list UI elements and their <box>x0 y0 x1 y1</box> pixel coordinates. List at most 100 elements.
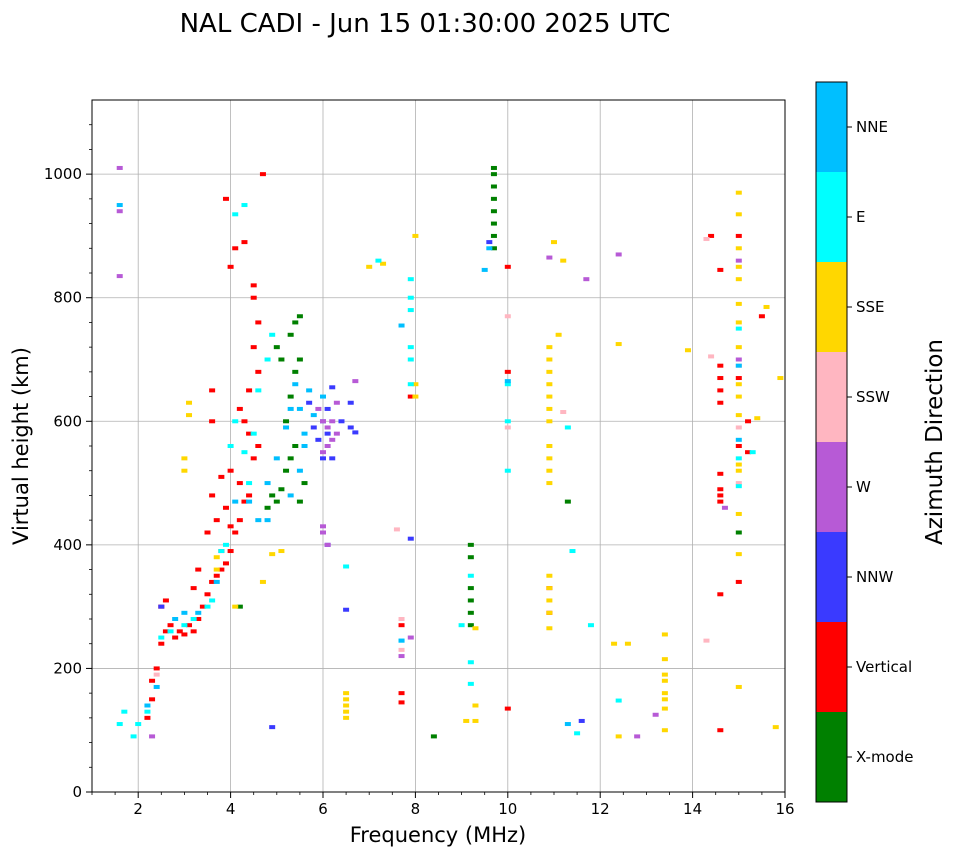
echo-point-sse <box>269 552 276 557</box>
echo-point-w <box>615 252 622 257</box>
echo-point-sse <box>735 511 742 516</box>
echo-point-sse <box>735 190 742 195</box>
echo-point-vertical <box>181 632 188 637</box>
echo-point-sse <box>777 376 784 381</box>
echo-point-sse <box>278 549 285 554</box>
echo-point-x-mode <box>287 394 294 399</box>
echo-point-ssw <box>398 647 405 652</box>
echo-point-e <box>735 456 742 461</box>
echo-point-w <box>398 654 405 659</box>
y-ticks: 0 200 400 600 800 1000 <box>44 124 92 801</box>
colorbar-segment-nne <box>816 82 847 172</box>
echo-point-vertical <box>222 561 229 566</box>
echo-point-nnw <box>338 419 345 424</box>
y-tick-label: 800 <box>53 289 82 307</box>
echo-point-vertical <box>227 524 234 529</box>
echo-point-e <box>158 635 165 640</box>
x-tick-label: 6 <box>318 800 328 818</box>
echo-point-nnw <box>320 456 326 461</box>
echo-point-sse <box>181 468 188 473</box>
echo-point-x-mode <box>292 320 299 325</box>
echo-point-nnw <box>329 456 336 461</box>
echo-point-x-mode <box>296 314 303 319</box>
echo-point-vertical <box>241 419 248 424</box>
colorbar-label: W <box>856 478 871 496</box>
echo-point-e <box>587 623 594 628</box>
echo-point-sse <box>661 672 668 677</box>
echo-point-vertical <box>195 567 202 572</box>
echo-point-sse <box>611 641 618 646</box>
echo-point-vertical <box>708 233 715 238</box>
echo-point-x-mode <box>269 493 276 498</box>
x-tick-label: 12 <box>591 800 610 818</box>
echo-point-e <box>564 425 571 430</box>
echo-point-e <box>504 419 511 424</box>
echo-point-vertical <box>209 579 216 584</box>
echo-point-sse <box>343 709 350 714</box>
echo-point-vertical <box>153 666 160 671</box>
echo-point-sse <box>546 444 553 448</box>
echo-point-nnw <box>315 437 322 442</box>
echo-point-vertical <box>241 240 248 245</box>
echo-point-x-mode <box>735 530 742 535</box>
echo-point-vertical <box>504 264 511 269</box>
echo-point-sse <box>181 456 188 461</box>
chart-title: NAL CADI - Jun 15 01:30:00 2025 UTC <box>180 9 671 39</box>
echo-point-sse <box>472 703 479 708</box>
echo-point-nne <box>116 203 123 208</box>
echo-point-e <box>204 604 211 609</box>
plot-frame <box>91 99 786 793</box>
echo-point-x-mode <box>564 499 571 504</box>
colorbar-segment-ssw <box>816 352 847 442</box>
echo-point-x-mode <box>283 419 290 424</box>
echo-point-e <box>144 709 151 714</box>
echo-point-nne <box>564 722 571 727</box>
echo-point-x-mode <box>430 734 437 739</box>
echo-point-sse <box>661 728 668 733</box>
echo-point-w <box>320 524 326 529</box>
echo-point-sse <box>186 413 193 418</box>
echo-point-sse <box>380 261 387 266</box>
echo-point-vertical <box>149 697 156 702</box>
colorbar-label: NNW <box>856 568 893 586</box>
echo-point-sse <box>560 258 567 263</box>
echo-point-ssw <box>703 237 710 242</box>
echo-point-x-mode <box>301 481 308 486</box>
echo-point-x-mode <box>490 209 497 214</box>
echo-point-w <box>324 444 331 448</box>
colorbar-label: E <box>856 208 865 226</box>
echo-point-sse <box>735 246 742 251</box>
echo-point-sse <box>412 382 419 387</box>
echo-point-nnw <box>343 607 350 612</box>
echo-point-sse <box>661 706 668 711</box>
echo-point-sse <box>735 345 742 350</box>
echo-point-vertical <box>209 493 216 498</box>
echo-point-vertical <box>227 468 234 473</box>
echo-point-nnw <box>352 430 359 435</box>
echo-point-sse <box>343 697 350 702</box>
echo-point-nne <box>264 481 271 486</box>
echo-point-nne <box>306 388 313 393</box>
echo-point-e <box>375 258 382 263</box>
echo-point-w <box>352 379 359 384</box>
echo-point-sse <box>546 357 553 362</box>
echo-point-vertical <box>255 320 262 325</box>
echo-point-nne <box>172 617 179 621</box>
echo-point-sse <box>735 468 742 473</box>
echo-point-e <box>407 277 414 282</box>
echo-point-sse <box>735 394 742 399</box>
y-tick-label: 0 <box>72 783 82 801</box>
echo-point-sse <box>763 304 770 309</box>
echo-point-x-mode <box>490 246 497 251</box>
echo-point-w <box>735 357 742 362</box>
echo-point-nne <box>283 425 290 430</box>
echo-point-x-mode <box>490 196 497 201</box>
echo-point-nne <box>504 379 511 384</box>
echo-point-sse <box>546 468 553 473</box>
echo-point-e <box>504 382 511 387</box>
echo-point-nne <box>273 456 280 461</box>
x-axis-label: Frequency (MHz) <box>350 823 526 847</box>
echo-point-e <box>407 295 414 300</box>
echo-point-e <box>458 623 465 628</box>
echo-point-vertical <box>246 431 253 436</box>
